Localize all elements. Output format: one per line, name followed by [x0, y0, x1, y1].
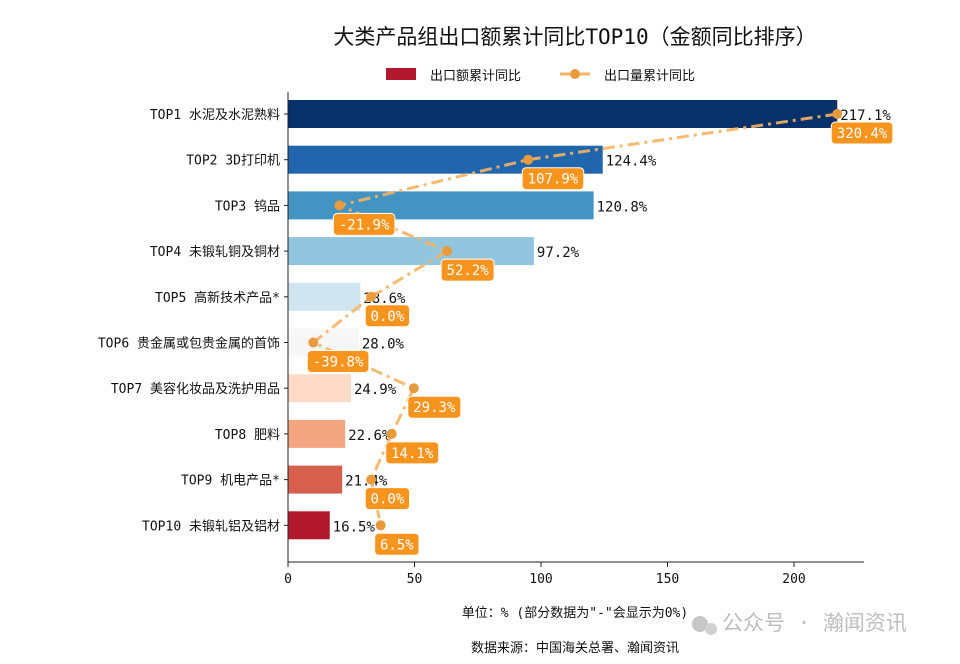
wechat-icon: [692, 616, 708, 632]
volume-marker: [308, 337, 319, 348]
volume-label-box: [364, 487, 411, 511]
bar-value-label: 28.0%: [362, 337, 405, 353]
volume-marker: [366, 291, 377, 302]
y-tick-label: TOP4 未锻轧铜及铜材: [150, 245, 280, 260]
volume-line: [310, 112, 838, 526]
volume-value-label: 52.2%: [447, 263, 490, 279]
volume-value-label: -21.9%: [339, 217, 390, 233]
x-tick-label: 50: [407, 572, 423, 587]
volume-label-box: [374, 532, 420, 556]
volume-label-box: [521, 167, 585, 191]
volume-label-box: [332, 212, 396, 236]
x-tick-label: 200: [782, 572, 805, 587]
watermark: 公众号 · 瀚闻资讯: [692, 611, 907, 635]
volume-marker: [408, 383, 419, 394]
bar: [288, 100, 838, 128]
y-tick-label: TOP10 未锻轧铝及铝材: [142, 519, 280, 534]
bar-value-label: 22.6%: [348, 428, 391, 444]
volume-value-label: 0.0%: [371, 309, 405, 325]
bar: [288, 374, 351, 403]
y-tick-label: TOP8 肥料: [215, 428, 280, 443]
bar-value-label: 120.8%: [597, 199, 648, 215]
bar-value-label: 97.2%: [537, 245, 580, 261]
legend-bar-swatch: [386, 68, 416, 80]
volume-marker: [386, 428, 397, 439]
legend-line-marker: [570, 69, 580, 79]
volume-value-label: 107.9%: [528, 172, 579, 188]
volume-value-label: -39.8%: [313, 355, 364, 371]
volume-label-box: [440, 258, 495, 282]
volume-marker: [523, 154, 534, 165]
x-tick-label: 100: [529, 572, 552, 587]
bar-value-label: 124.4%: [606, 154, 657, 170]
x-axis-label: 单位：% (部分数据为"-"会显示为0%): [462, 606, 688, 621]
legend-bar-label: 出口额累计同比: [430, 69, 521, 84]
volume-label-box: [407, 395, 462, 419]
source-note: 数据来源：中国海关总署、瀚闻资讯: [471, 641, 679, 656]
y-tick-label: TOP6 贵金属或包贵金属的首饰: [98, 336, 280, 352]
volume-label-box: [385, 441, 440, 465]
chart-title: 大类产品组出口额累计同比TOP10（金额同比排序）: [333, 25, 816, 49]
volume-label-box: [306, 350, 370, 373]
bar: [288, 237, 534, 266]
bar: [288, 419, 346, 448]
volume-marker: [375, 520, 386, 531]
y-tick-label: TOP2 3D打印机: [186, 154, 280, 169]
watermark-text: 公众号 · 瀚闻资讯: [722, 611, 907, 635]
bar: [288, 282, 361, 311]
volume-marker: [442, 246, 453, 257]
y-tick-label: TOP3 钨品: [215, 198, 280, 214]
volume-marker: [334, 200, 345, 211]
volume-value-label: 14.1%: [391, 446, 434, 462]
volume-value-label: 0.0%: [371, 492, 405, 508]
bar: [288, 511, 330, 540]
y-tick-label: TOP7 美容化妆品及洗护用品: [111, 381, 280, 397]
x-tick-label: 150: [656, 572, 679, 587]
bar: [288, 465, 343, 494]
x-tick-label: 0: [284, 572, 292, 587]
y-tick-label: TOP9 机电产品*: [181, 474, 280, 489]
y-tick-label: TOP5 高新技术产品*: [155, 290, 280, 306]
bar-value-label: 24.9%: [354, 382, 397, 398]
bar-value-label: 16.5%: [333, 519, 376, 535]
volume-marker: [832, 109, 843, 119]
bar-value-label: 21.4%: [345, 474, 388, 490]
volume-label-box: [830, 121, 894, 145]
y-tick-label: TOP1 水泥及水泥熟料: [150, 107, 280, 123]
volume-label-box: [364, 304, 411, 328]
volume-value-label: 29.3%: [413, 400, 456, 416]
volume-value-label: 6.5%: [380, 537, 414, 553]
legend-line-label: 出口量累计同比: [604, 69, 695, 84]
volume-value-label: 320.4%: [837, 126, 888, 142]
bar-value-label: 217.1%: [840, 108, 891, 124]
legend: 出口额累计同比 出口量累计同比: [386, 68, 695, 84]
volume-marker: [366, 474, 377, 485]
